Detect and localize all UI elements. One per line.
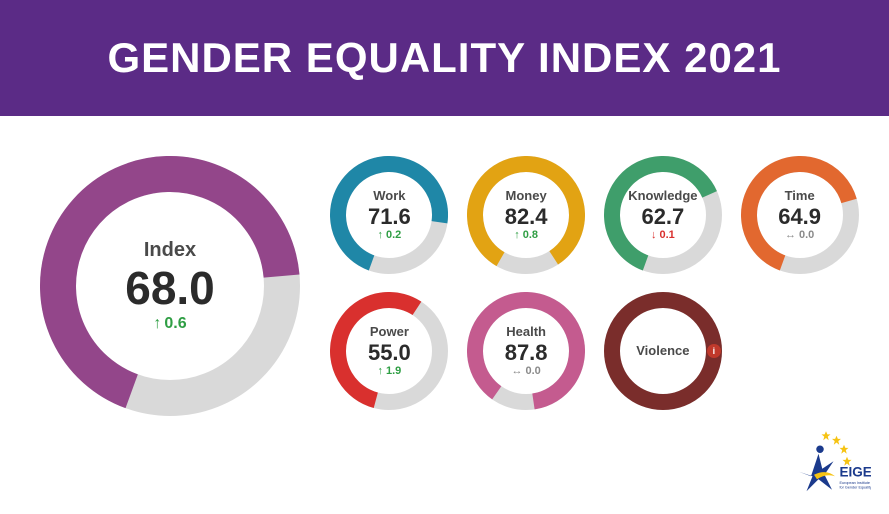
domain-power-center: Power55.0↑1.9 <box>330 292 448 410</box>
content-area: Index68.0↑0.6 Work71.6↑0.2Money82.4↑0.8K… <box>0 116 889 510</box>
domain-health-change-value: 0.0 <box>525 365 540 377</box>
domain-health-value: 87.8 <box>505 340 548 365</box>
domain-time-change-value: 0.0 <box>799 229 814 241</box>
domain-money: Money82.4↑0.8 <box>467 156 585 274</box>
index-donut-center: Index68.0↑0.6 <box>40 156 300 416</box>
index-donut-label: Index <box>144 239 196 262</box>
down-arrow-icon: ↓ <box>651 229 657 242</box>
up-arrow-icon: ↑ <box>377 365 383 378</box>
domain-power-value: 55.0 <box>368 340 411 365</box>
up-arrow-icon: ↑ <box>377 229 383 242</box>
title-text: GENDER EQUALITY INDEX 2021 <box>107 34 781 81</box>
info-icon[interactable]: i <box>707 344 721 358</box>
domain-time-label: Time <box>785 189 815 204</box>
domain-violence-center: Violence <box>604 292 722 410</box>
domain-time-center: Time64.9↔0.0 <box>741 156 859 274</box>
svg-text:for Gender Equality: for Gender Equality <box>840 485 872 489</box>
domain-health: Health87.8↔0.0 <box>467 292 585 410</box>
domain-money-value: 82.4 <box>505 204 548 229</box>
domain-knowledge-value: 62.7 <box>641 204 684 229</box>
domain-time-change: ↔0.0 <box>785 229 814 242</box>
svg-text:European Institute: European Institute <box>840 481 870 485</box>
domain-power-change: ↑1.9 <box>377 365 401 378</box>
domain-time-value: 64.9 <box>778 204 821 229</box>
title-banner: GENDER EQUALITY INDEX 2021 <box>0 0 889 116</box>
domain-work-change: ↑0.2 <box>377 229 401 242</box>
domain-knowledge-change-value: 0.1 <box>659 229 674 241</box>
domain-knowledge: Knowledge62.7↓0.1 <box>604 156 722 274</box>
domain-health-center: Health87.8↔0.0 <box>467 292 585 410</box>
domain-work: Work71.6↑0.2 <box>330 156 448 274</box>
domain-work-center: Work71.6↑0.2 <box>330 156 448 274</box>
eige-logo: EIGE European Institutefor Gender Equalit… <box>781 430 871 500</box>
up-arrow-icon: ↑ <box>514 229 520 242</box>
domain-grid: Work71.6↑0.2Money82.4↑0.8Knowledge62.7↓0… <box>330 156 859 410</box>
index-donut-change: ↑0.6 <box>153 315 186 333</box>
up-arrow-icon: ↑ <box>153 315 161 333</box>
domain-knowledge-label: Knowledge <box>628 189 697 204</box>
domain-power-label: Power <box>370 325 409 340</box>
domain-health-label: Health <box>506 325 546 340</box>
index-donut-change-value: 0.6 <box>164 315 186 332</box>
domain-money-change: ↑0.8 <box>514 229 538 242</box>
index-donut-value: 68.0 <box>125 262 215 315</box>
domain-knowledge-change: ↓0.1 <box>651 229 675 242</box>
domain-violence: Violence i <box>604 292 722 410</box>
main-index-donut: Index68.0↑0.6 <box>40 156 300 416</box>
domain-work-value: 71.6 <box>368 204 411 229</box>
domain-money-label: Money <box>506 189 547 204</box>
neutral-arrow-icon: ↔ <box>511 365 522 378</box>
domain-money-center: Money82.4↑0.8 <box>467 156 585 274</box>
neutral-arrow-icon: ↔ <box>785 229 796 242</box>
domain-power: Power55.0↑1.9 <box>330 292 448 410</box>
domain-violence-label: Violence <box>636 344 689 359</box>
domain-work-label: Work <box>373 189 405 204</box>
domain-money-change-value: 0.8 <box>523 229 538 241</box>
domain-work-change-value: 0.2 <box>386 229 401 241</box>
domain-health-change: ↔0.0 <box>511 365 540 378</box>
index-donut: Index68.0↑0.6 <box>40 156 300 416</box>
domain-time: Time64.9↔0.0 <box>741 156 859 274</box>
logo-acronym: EIGE <box>840 464 872 479</box>
domain-knowledge-center: Knowledge62.7↓0.1 <box>604 156 722 274</box>
domain-power-change-value: 1.9 <box>386 365 401 377</box>
